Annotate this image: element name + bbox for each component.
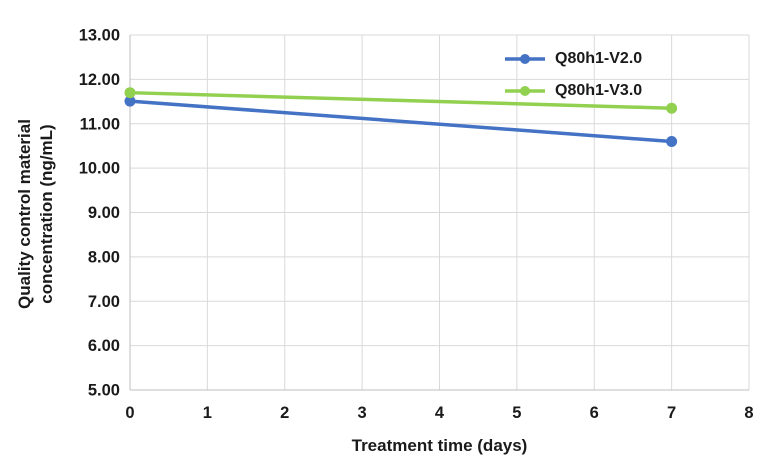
x-tick-label: 8 — [744, 404, 753, 422]
y-tick-label: 8.00 — [88, 248, 120, 266]
legend-line-dot-icon — [505, 86, 545, 96]
data-point-q80h1-v2.0 — [124, 95, 136, 107]
x-tick-label: 1 — [203, 404, 212, 422]
y-tick-label: 12.00 — [79, 71, 120, 89]
y-tick-label: 6.00 — [88, 337, 120, 355]
x-tick-label: 5 — [512, 404, 521, 422]
legend-label: Q80h1-V2.0 — [555, 50, 643, 67]
chart-legend: Q80h1-V2.0 Q80h1-V3.0 — [504, 43, 642, 107]
x-tick-label: 0 — [125, 404, 134, 422]
x-tick-label: 6 — [590, 404, 599, 422]
legend-item-q80h1-v3: Q80h1-V3.0 — [504, 75, 642, 107]
x-tick-label: 4 — [435, 404, 445, 422]
legend-line-dot-icon — [505, 54, 545, 64]
data-point-q80h1-v2.0 — [666, 136, 678, 147]
y-tick-label: 11.00 — [80, 115, 120, 133]
x-tick-label: 3 — [358, 404, 367, 422]
y-tick-label: 9.00 — [88, 204, 120, 222]
y-tick-label: 10.00 — [79, 160, 120, 178]
x-axis-title: Treatment time (days) — [351, 436, 528, 455]
y-tick-label: 13.00 — [79, 27, 120, 45]
data-point-q80h1-v3.0 — [124, 87, 136, 99]
y-tick-label: 7.00 — [88, 293, 120, 311]
x-tick-label: 2 — [280, 404, 289, 422]
legend-label: Q80h1-V3.0 — [555, 82, 643, 99]
x-tick-label: 7 — [667, 404, 676, 422]
series-line-q80h1-v2.0 — [128, 99, 674, 144]
y-axis-title: Quality control material concentration (… — [15, 119, 56, 309]
series-line-q80h1-v3.0 — [128, 90, 674, 110]
legend-item-q80h1-v2: Q80h1-V2.0 — [504, 43, 642, 75]
y-tick-label: 5.00 — [88, 382, 120, 400]
data-point-q80h1-v3.0 — [666, 102, 678, 114]
